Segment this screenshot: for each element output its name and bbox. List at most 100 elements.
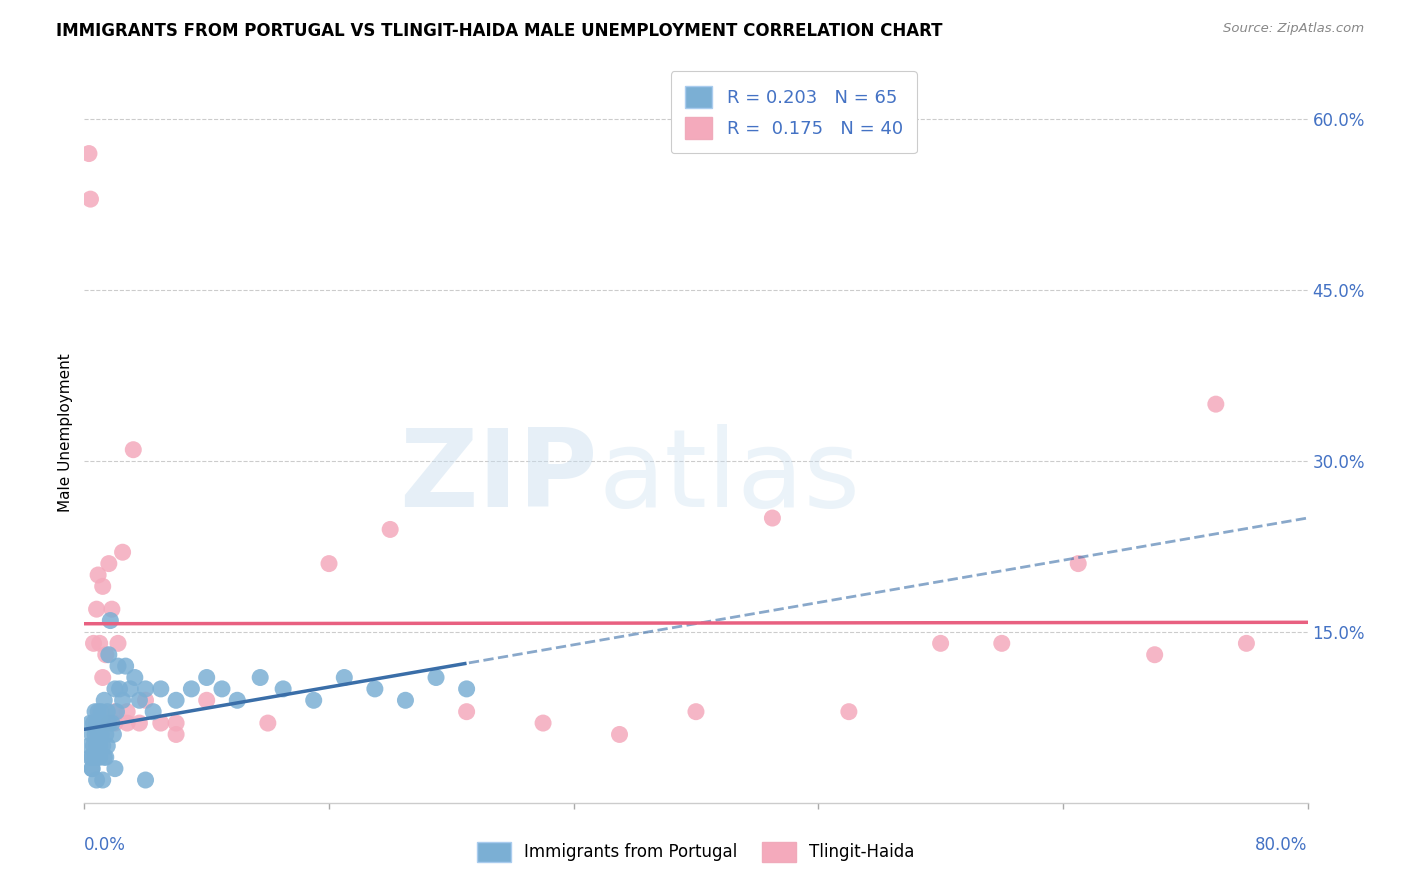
Point xyxy=(124,671,146,685)
Point xyxy=(531,716,554,731)
Point xyxy=(135,772,157,787)
Point xyxy=(195,693,218,707)
Point xyxy=(609,727,631,741)
Point xyxy=(1067,557,1090,571)
Point xyxy=(104,681,127,696)
Text: atlas: atlas xyxy=(598,424,860,530)
Point xyxy=(318,557,340,571)
Point xyxy=(104,716,127,731)
Point xyxy=(195,671,218,685)
Point xyxy=(249,671,271,685)
Point xyxy=(425,671,447,685)
Point xyxy=(761,511,783,525)
Point xyxy=(80,762,103,776)
Point xyxy=(94,727,117,741)
Point xyxy=(1205,397,1227,411)
Point xyxy=(103,727,125,741)
Point xyxy=(84,705,107,719)
Point xyxy=(97,716,120,731)
Point xyxy=(91,739,114,753)
Point xyxy=(685,705,707,719)
Point xyxy=(86,750,108,764)
Point xyxy=(128,693,150,707)
Point xyxy=(135,693,157,707)
Point xyxy=(86,602,108,616)
Point xyxy=(135,681,157,696)
Point xyxy=(838,705,860,719)
Text: Source: ZipAtlas.com: Source: ZipAtlas.com xyxy=(1223,22,1364,36)
Point xyxy=(96,739,118,753)
Point xyxy=(97,648,120,662)
Point xyxy=(364,681,387,696)
Point xyxy=(456,681,478,696)
Point xyxy=(165,693,187,707)
Point xyxy=(97,716,120,731)
Point xyxy=(114,659,136,673)
Point xyxy=(91,579,114,593)
Point xyxy=(91,772,114,787)
Point xyxy=(104,705,127,719)
Point xyxy=(107,659,129,673)
Point xyxy=(149,716,172,731)
Point xyxy=(87,705,110,719)
Point xyxy=(1143,648,1166,662)
Point xyxy=(101,716,124,731)
Point xyxy=(94,750,117,764)
Point xyxy=(77,146,100,161)
Point xyxy=(180,681,202,696)
Text: 80.0%: 80.0% xyxy=(1256,836,1308,855)
Point xyxy=(79,750,101,764)
Point xyxy=(91,671,114,685)
Point xyxy=(111,693,134,707)
Point xyxy=(80,762,103,776)
Point xyxy=(80,727,103,741)
Point xyxy=(128,716,150,731)
Point xyxy=(86,739,108,753)
Point xyxy=(84,727,107,741)
Point xyxy=(87,568,110,582)
Point xyxy=(302,693,325,707)
Point xyxy=(93,693,115,707)
Point xyxy=(90,705,112,719)
Point xyxy=(107,636,129,650)
Point xyxy=(104,762,127,776)
Text: IMMIGRANTS FROM PORTUGAL VS TLINGIT-HAIDA MALE UNEMPLOYMENT CORRELATION CHART: IMMIGRANTS FROM PORTUGAL VS TLINGIT-HAID… xyxy=(56,22,943,40)
Point xyxy=(89,716,111,731)
Point xyxy=(98,614,121,628)
Point xyxy=(111,545,134,559)
Point xyxy=(79,716,101,731)
Point xyxy=(394,693,416,707)
Point xyxy=(101,602,124,616)
Y-axis label: Male Unemployment: Male Unemployment xyxy=(58,353,73,512)
Point xyxy=(86,772,108,787)
Point xyxy=(1236,636,1258,650)
Point xyxy=(97,557,120,571)
Point xyxy=(89,750,111,764)
Point xyxy=(87,727,110,741)
Point xyxy=(115,716,138,731)
Point xyxy=(211,681,233,696)
Legend: Immigrants from Portugal, Tlingit-Haida: Immigrants from Portugal, Tlingit-Haida xyxy=(471,835,921,869)
Point xyxy=(226,693,249,707)
Point xyxy=(257,716,280,731)
Point xyxy=(93,750,115,764)
Point xyxy=(83,716,105,731)
Text: ZIP: ZIP xyxy=(399,424,598,530)
Text: 0.0%: 0.0% xyxy=(84,836,127,855)
Point xyxy=(120,681,142,696)
Point xyxy=(89,739,111,753)
Point xyxy=(105,705,128,719)
Point xyxy=(108,681,131,696)
Point xyxy=(90,727,112,741)
Point xyxy=(86,716,108,731)
Point xyxy=(79,192,101,206)
Point xyxy=(83,636,105,650)
Point xyxy=(87,750,110,764)
Point xyxy=(333,671,356,685)
Point xyxy=(991,636,1014,650)
Point xyxy=(122,442,145,457)
Point xyxy=(89,636,111,650)
Point xyxy=(96,705,118,719)
Point xyxy=(80,750,103,764)
Point xyxy=(165,727,187,741)
